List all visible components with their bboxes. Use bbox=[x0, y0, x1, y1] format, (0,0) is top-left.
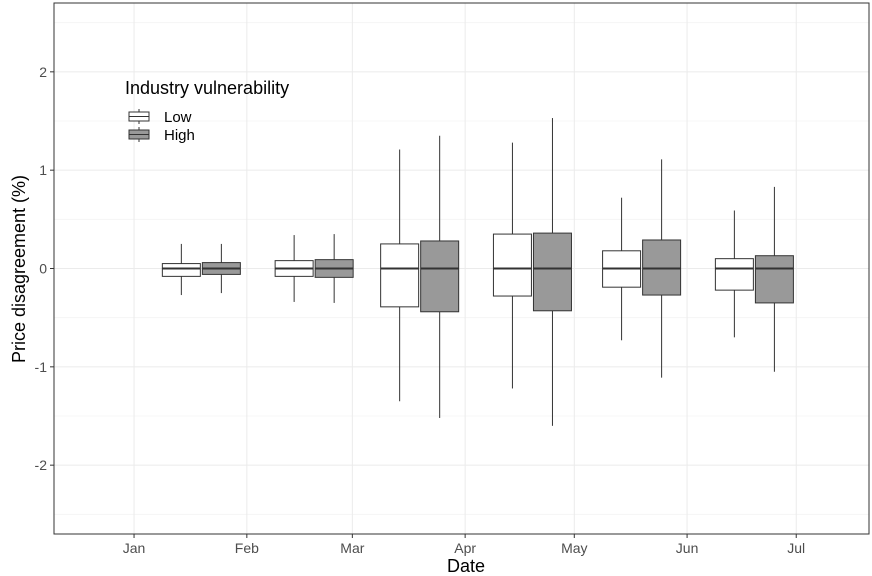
y-axis: -2 -1 0 1 2 bbox=[35, 64, 54, 473]
box-high bbox=[420, 135, 460, 418]
box-low bbox=[492, 142, 532, 389]
legend-key-high bbox=[128, 127, 150, 142]
box-iqr bbox=[420, 240, 460, 313]
box-high bbox=[314, 234, 354, 303]
box-low bbox=[380, 149, 420, 402]
legend-key-low bbox=[128, 109, 150, 124]
y-tick-label: 1 bbox=[39, 162, 47, 178]
box-high bbox=[642, 159, 682, 378]
box-iqr bbox=[492, 233, 532, 297]
box-iqr bbox=[161, 263, 201, 277]
box-high bbox=[532, 118, 572, 426]
box-high bbox=[201, 243, 241, 294]
y-tick-label: -1 bbox=[35, 359, 48, 375]
x-tick-label: Feb bbox=[235, 540, 259, 556]
x-tick-label: Mar bbox=[340, 540, 364, 556]
y-axis-title: Price disagreement (%) bbox=[9, 175, 29, 363]
box-low bbox=[274, 235, 314, 302]
y-tick-label: 0 bbox=[39, 261, 47, 277]
box-low bbox=[714, 210, 754, 338]
legend-label-high: High bbox=[164, 127, 195, 144]
box-low bbox=[602, 197, 642, 341]
x-tick-label: Jan bbox=[123, 540, 146, 556]
box-high bbox=[754, 186, 794, 372]
box-plots bbox=[161, 118, 794, 426]
box-iqr bbox=[714, 258, 754, 291]
x-tick-label: May bbox=[561, 540, 587, 556]
x-tick-label: Jun bbox=[676, 540, 699, 556]
y-tick-label: -2 bbox=[35, 457, 48, 473]
legend-label-low: Low bbox=[164, 109, 192, 126]
box-low bbox=[161, 243, 201, 296]
y-tick-label: 2 bbox=[39, 64, 47, 80]
x-tick-label: Apr bbox=[454, 540, 476, 556]
box-iqr bbox=[380, 243, 420, 308]
box-iqr bbox=[532, 232, 572, 312]
x-axis-title: Date bbox=[447, 556, 485, 576]
legend-title: Industry vulnerability bbox=[125, 78, 289, 98]
gridlines bbox=[54, 3, 869, 534]
x-axis: Jan Feb Mar Apr May Jun Jul bbox=[123, 534, 805, 556]
x-tick-label: Jul bbox=[787, 540, 805, 556]
box-iqr bbox=[754, 255, 794, 304]
